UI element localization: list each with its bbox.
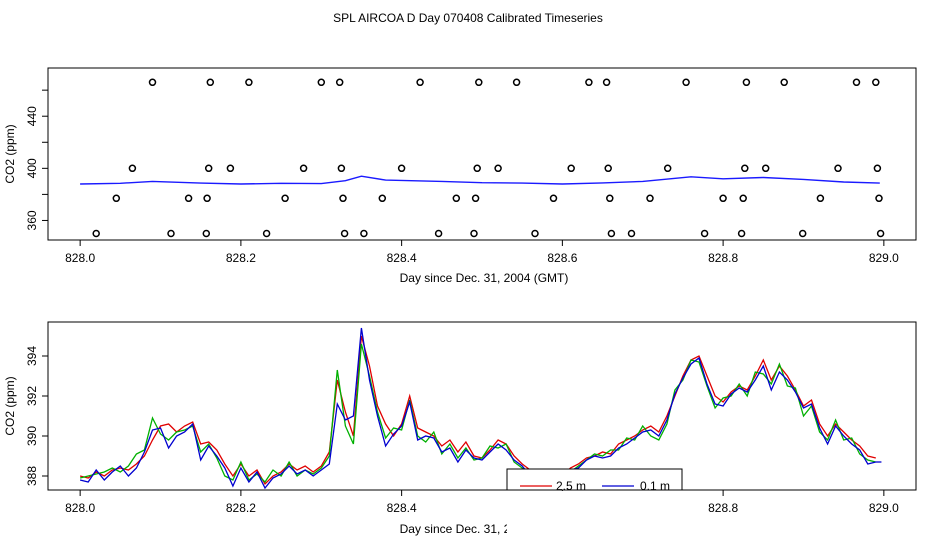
- top-data-point: [317, 78, 326, 87]
- top-data-point: [184, 194, 193, 203]
- bottom-panel: 2.5 m 0.1 m 828.0828.2828.4828.6828.8829…: [3, 321, 917, 536]
- top-data-point: [416, 78, 424, 87]
- top-data-point: [834, 164, 842, 173]
- top-data-point: [471, 194, 480, 203]
- top-data-point: [567, 164, 575, 173]
- top-data-point: [470, 229, 478, 238]
- bottom-y-tick-label: 392: [25, 386, 39, 406]
- top-y-tick-label: 400: [25, 158, 39, 178]
- legend-box: [506, 468, 683, 491]
- legend-clip-cover: [507, 491, 682, 540]
- bottom-plot-frame: [47, 321, 917, 491]
- bottom-x-tick-label: 828.0: [65, 501, 95, 515]
- top-y-tick-label: 360: [25, 210, 39, 230]
- top-data-point: [245, 78, 253, 87]
- top-x-tick-label: 829.0: [869, 251, 899, 265]
- top-data-point: [876, 229, 885, 238]
- top-data-point: [397, 164, 406, 173]
- top-data-point: [148, 78, 157, 87]
- top-data-point: [875, 194, 883, 203]
- bottom-x-tick-label: 828.8: [708, 501, 738, 515]
- top-data-point: [737, 229, 746, 238]
- bottom-y-tick-label: 388: [25, 466, 39, 486]
- bottom-y-tick-label: 390: [25, 426, 39, 446]
- top-data-point: [741, 164, 749, 173]
- series-green-line: [79, 343, 876, 484]
- top-data-point: [281, 194, 289, 203]
- top-x-tick-label: 828.8: [708, 251, 738, 265]
- top-plot-frame: [47, 67, 917, 241]
- top-data-point: [607, 229, 616, 238]
- top-data-point: [627, 229, 636, 238]
- top-data-point: [742, 78, 751, 87]
- top-data-point: [378, 194, 387, 203]
- top-y-tick-label: 440: [25, 106, 39, 126]
- top-data-point: [852, 78, 861, 87]
- top-baseline-series: [80, 175, 880, 185]
- top-data-point: [719, 194, 727, 203]
- top-data-point: [585, 78, 593, 87]
- top-data-point: [202, 229, 211, 238]
- legend-label-0-1m: 0.1 m: [640, 479, 670, 493]
- top-x-tick-label: 828.6: [547, 251, 577, 265]
- top-data-point: [606, 194, 614, 203]
- top-data-point: [340, 229, 349, 238]
- top-data-point: [167, 229, 175, 238]
- top-data-point: [452, 194, 461, 203]
- top-data-point: [494, 164, 502, 173]
- top-data-point: [682, 78, 690, 87]
- top-data-point: [226, 164, 235, 173]
- top-data-point: [761, 164, 770, 173]
- top-data-point: [531, 229, 539, 238]
- legend: 2.5 m 0.1 m: [506, 468, 683, 493]
- top-data-point: [700, 229, 709, 238]
- top-data-point: [360, 229, 368, 238]
- top-data-point: [339, 194, 347, 203]
- top-data-point: [92, 229, 100, 238]
- top-data-point: [473, 164, 481, 173]
- top-data-point: [816, 194, 825, 203]
- top-data-point: [604, 164, 612, 173]
- top-data-point: [262, 229, 271, 238]
- top-data-point: [798, 229, 807, 238]
- bottom-x-tick-label: 828.4: [387, 501, 417, 515]
- top-x-tick-label: 828.4: [387, 251, 417, 265]
- bottom-y-tick-label: 394: [25, 346, 39, 366]
- top-data-point: [602, 78, 611, 87]
- top-data-point: [203, 194, 211, 203]
- top-x-tick-label: 828.2: [226, 251, 256, 265]
- top-data-point: [128, 164, 137, 173]
- top-data-point: [872, 78, 880, 87]
- series-red-line: [79, 335, 876, 486]
- bottom-x-tick-label: 828.2: [226, 501, 256, 515]
- series-blue-line: [79, 327, 876, 490]
- top-data-point: [780, 78, 788, 87]
- top-y-axis-label: CO2 (ppm): [3, 124, 17, 183]
- figure-title: SPL AIRCOA D Day 070408 Calibrated Times…: [333, 11, 603, 25]
- top-data-point: [873, 164, 882, 173]
- top-data-point: [299, 164, 308, 173]
- top-data-point: [512, 78, 521, 87]
- top-data-point: [549, 194, 558, 203]
- top-x-axis-label: Day since Dec. 31, 2004 (GMT): [400, 271, 569, 285]
- top-data-point: [739, 194, 747, 203]
- top-data-point: [434, 229, 443, 238]
- bottom-y-axis-label: CO2 (ppm): [3, 376, 17, 435]
- top-data-point: [646, 194, 654, 203]
- top-x-tick-label: 828.0: [65, 251, 95, 265]
- top-data-point: [204, 164, 213, 173]
- top-data-point: [475, 78, 483, 87]
- top-panel: 828.0 828.2 828.4 828.6 828.8 829.0 360 400 440…: [3, 67, 917, 285]
- top-data-point: [663, 164, 672, 173]
- top-data-point: [335, 78, 344, 87]
- legend-label-2-5m: 2.5 m: [556, 479, 586, 493]
- top-data-point: [337, 164, 346, 173]
- top-data-point: [206, 78, 215, 87]
- top-data-point: [112, 194, 121, 203]
- bottom-x-tick-label: 829.0: [869, 501, 899, 515]
